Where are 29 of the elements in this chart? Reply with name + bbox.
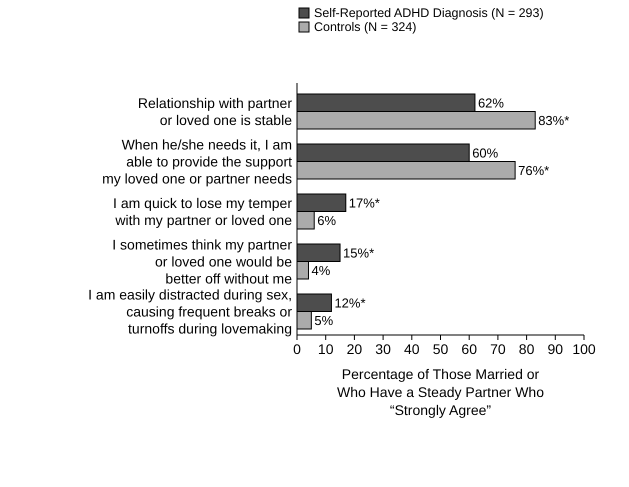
data-label: 62% xyxy=(478,95,504,110)
data-label: 76%* xyxy=(518,162,550,178)
legend-label: Self-Reported ADHD Diagnosis (N = 293) xyxy=(314,6,544,20)
x-tick-label: 40 xyxy=(404,341,420,357)
data-label: 83%* xyxy=(538,112,570,128)
y-tick-label: Relationship with partner or loved one is stable xyxy=(138,95,292,128)
y-tick-label: I sometimes think my partner or loved one would be better off without me xyxy=(112,236,292,286)
data-label: 60% xyxy=(472,145,499,160)
data-label: 12%* xyxy=(334,295,366,310)
x-tick-label: 60 xyxy=(461,341,478,357)
x-tick-label: 70 xyxy=(490,341,506,357)
data-label: 6% xyxy=(317,212,336,228)
x-tick-label: 30 xyxy=(375,341,392,357)
x-tick-label: 50 xyxy=(432,341,448,357)
x-tick-label: 10 xyxy=(318,341,334,357)
x-tick-label: 20 xyxy=(346,341,362,357)
data-label: 17%* xyxy=(348,195,380,210)
data-label: 15%* xyxy=(343,245,374,260)
x-tick-label: 80 xyxy=(518,341,535,357)
legend-label: Controls (N = 324) xyxy=(314,20,416,34)
x-tick-label: 0 xyxy=(293,341,302,357)
y-tick-label: When he/she needs it, I am able to provide the support my loved one or partner needs xyxy=(102,136,292,186)
x-tick-label: 90 xyxy=(548,341,564,357)
x-axis-title: Percentage of Those Married or Who Have a Steady Partner Who “Strongly Agree” xyxy=(337,366,544,418)
x-tick-label: 100 xyxy=(572,341,596,357)
y-tick-label: I am easily distracted during sex, causing frequent breaks or turnoffs during lovemaking xyxy=(88,286,292,336)
data-label: 4% xyxy=(311,262,331,278)
y-tick-label: I am quick to lose my temper with my partner or loved one xyxy=(113,195,292,228)
data-label: 5% xyxy=(314,312,334,328)
